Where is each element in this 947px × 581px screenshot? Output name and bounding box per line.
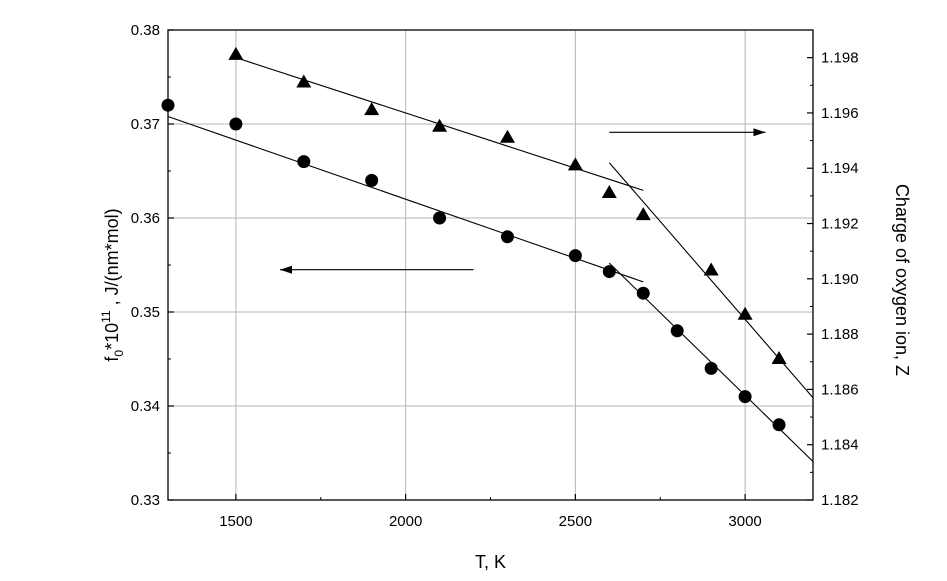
circle-point xyxy=(433,211,447,225)
circle-point xyxy=(772,418,786,432)
y-axis-right-title: Charge of oxygen ion, Z xyxy=(892,184,912,376)
y-left-title-sub: 0 xyxy=(112,350,126,357)
y-right-tick-label: 1.194 xyxy=(821,160,859,177)
circle-point xyxy=(670,324,684,338)
arrow-head xyxy=(753,128,766,137)
y-left-tick-label: 0.37 xyxy=(131,116,160,133)
x-tick-label: 2000 xyxy=(389,513,422,530)
triangle-point xyxy=(432,118,448,132)
y-right-tick-label: 1.184 xyxy=(821,437,859,454)
triangle-point xyxy=(296,74,312,88)
ticks: 1500 2000 2500 3000 0.33 0.34 0.35 0.36 0.37 0.38… xyxy=(131,22,859,530)
y-left-tick-label: 0.36 xyxy=(131,210,160,227)
y-left-title-base: f xyxy=(102,356,122,362)
circle-point xyxy=(500,230,514,244)
y-left-title-sup: 11 xyxy=(99,310,113,323)
grid xyxy=(168,30,813,500)
triangle-point xyxy=(771,350,787,364)
triangle-point xyxy=(737,306,753,320)
triangle-point xyxy=(499,129,515,143)
circle-point xyxy=(365,173,379,187)
y-left-tick-label: 0.35 xyxy=(131,304,160,321)
circle-point xyxy=(602,265,616,279)
triangle-point xyxy=(228,46,244,60)
y-left-tick-label: 0.38 xyxy=(131,22,160,39)
circle-point xyxy=(297,155,311,169)
circle-point xyxy=(636,286,650,300)
y-right-tick-label: 1.192 xyxy=(821,216,859,233)
circle-point xyxy=(738,390,752,404)
fit-lines xyxy=(167,57,814,462)
y-left-title-mid: *10 xyxy=(102,323,122,350)
x-tick-label: 3000 xyxy=(728,513,761,530)
y-right-tick-label: 1.186 xyxy=(821,381,859,398)
fit-line xyxy=(167,115,644,283)
x-axis-title: T, K xyxy=(475,552,506,572)
triangle-point xyxy=(635,207,651,221)
circle-point xyxy=(229,117,243,131)
triangle-point xyxy=(364,102,380,116)
triangle-point xyxy=(567,157,583,171)
x-tick-label: 2500 xyxy=(559,513,592,530)
y-right-tick-label: 1.196 xyxy=(821,105,859,122)
arrows xyxy=(280,128,766,274)
data-markers xyxy=(161,46,787,432)
y-right-tick-label: 1.190 xyxy=(821,271,859,288)
triangle-point xyxy=(601,185,617,199)
y-axis-left-title: f0*1011 , J/(nm*mol) xyxy=(99,208,126,361)
circle-point xyxy=(704,361,718,375)
y-right-tick-label: 1.188 xyxy=(821,326,859,343)
y-left-title-rest: , J/(nm*mol) xyxy=(102,208,122,310)
y-left-tick-label: 0.34 xyxy=(131,398,160,415)
triangle-point xyxy=(703,262,719,276)
circle-point xyxy=(568,249,582,263)
plot-frame xyxy=(167,29,814,501)
arrow-head xyxy=(280,265,293,274)
y-left-tick-label: 0.33 xyxy=(131,492,160,509)
x-tick-label: 1500 xyxy=(219,513,252,530)
y-right-tick-label: 1.198 xyxy=(821,50,859,67)
y-right-tick-label: 1.182 xyxy=(821,492,859,509)
